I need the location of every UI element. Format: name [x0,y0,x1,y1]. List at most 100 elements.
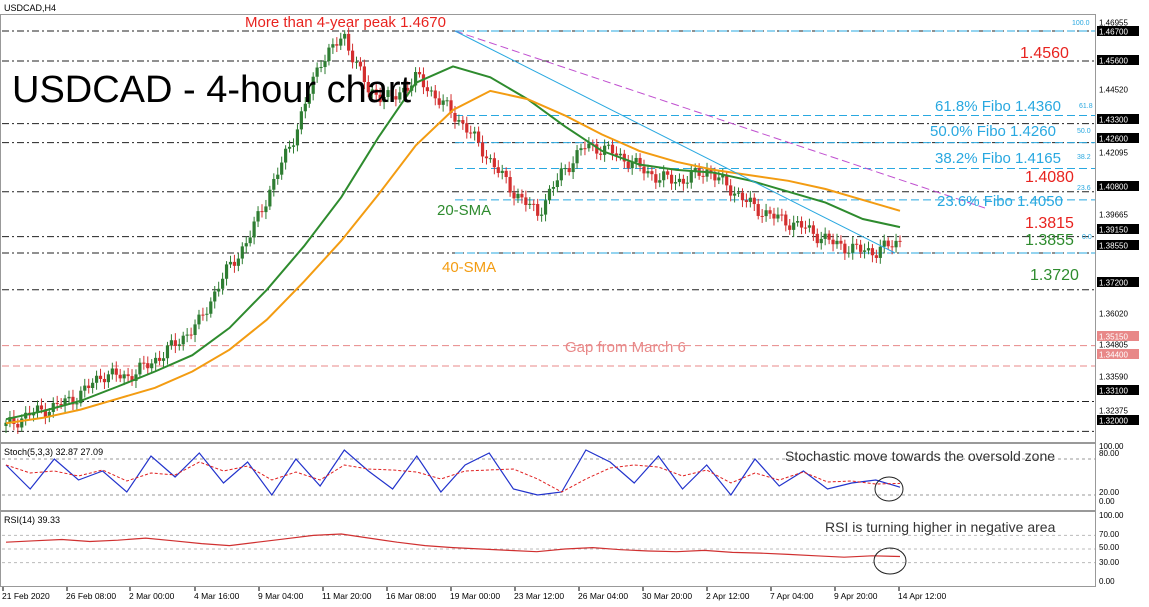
price-tick: 1.32000 [1099,417,1128,426]
candle-body [94,375,99,383]
time-tick: 21 Feb 2020 [2,591,50,601]
candle-body [43,409,47,418]
candle-body [839,240,843,244]
candle-body [520,193,524,198]
candle-body [827,233,831,240]
fibo-mark-618: 61.8 [1079,103,1093,110]
candle-body [35,405,40,413]
candle-body [189,334,193,336]
candle-body [752,197,756,205]
candle-body [638,157,642,167]
candle-body [165,345,170,359]
candle-body [603,145,607,155]
time-tick: 14 Apr 12:00 [898,591,946,601]
candle-body [543,200,548,215]
candle-body [154,357,158,364]
time-tick: 2 Mar 00:00 [129,591,175,601]
candle-body [748,197,752,202]
candle-body [354,61,359,63]
candle-body [815,233,819,244]
candle-body [146,363,150,369]
candle-body [606,144,611,146]
candle-body [98,375,103,379]
candle-body [685,182,689,184]
candle-body [417,72,422,75]
candle-body [394,96,398,100]
stochastic-panel [0,443,1096,511]
price-tag-gap [1097,331,1139,341]
candle-body [579,148,583,151]
candle-body [729,185,733,196]
candle-body [646,171,650,174]
fibo-mark-236: 23.6 [1077,185,1091,192]
candle-body [807,225,812,228]
resistance-14080-label: 1.4080 [1025,169,1074,186]
candle-body [8,417,12,423]
candle-body [567,168,571,173]
price-tick: 1.33590 [1099,373,1128,382]
price-tick: 1.39150 [1099,226,1128,235]
candle-body [382,96,386,103]
candle-body [792,222,796,230]
candle-body [803,227,808,229]
main-panel [0,14,1096,443]
candle-body [213,291,217,302]
candle-body [473,131,477,134]
candle-body [599,153,603,155]
candle-body [760,215,764,217]
candle-body [370,89,374,93]
candle-body [421,74,426,88]
candle-body [583,148,587,150]
candle-body [252,221,256,238]
candle-body [138,362,142,375]
candle-body [516,193,520,199]
candle-body [780,214,784,216]
candle-body [169,340,174,346]
candle-body [201,314,205,316]
candle-body [79,390,83,404]
candle-body [819,238,823,244]
fibo-500-label: 50.0% Fibo 1.4260 [930,123,1056,140]
candle-body [197,314,201,325]
candle-body [658,180,662,183]
price-tick: 1.33100 [1099,387,1128,396]
candle-body [185,334,189,336]
fibo-mark-0: 0.0 [1082,234,1092,241]
candle-body [150,363,154,369]
candle-body [736,192,741,194]
candle-body [268,189,272,207]
candle-body [87,385,91,388]
candle-body [536,204,540,216]
price-tick: 1.46700 [1099,28,1128,37]
candle-body [122,374,126,379]
candle-body [855,243,859,245]
candle-body [630,162,634,169]
candle-body [445,100,449,102]
candle-body [114,368,118,375]
candle-body [492,158,496,168]
candle-body [366,82,370,93]
price-tag [1097,133,1139,143]
candle-body [457,120,461,122]
price-tag [1097,277,1139,287]
candle-body [339,38,343,46]
resistance-13815-label: 1.3815 [1025,215,1074,232]
price-tick: 1.36020 [1099,310,1128,319]
candle-body [217,288,221,292]
candle-body [347,33,351,51]
candle-body [484,156,489,159]
candle-body [788,225,792,230]
candle-body [161,358,166,361]
candle-body [488,158,493,160]
price-tick: 1.34400 [1099,351,1128,360]
rsi-highlight-circle [873,547,907,575]
candle-body [441,100,445,105]
candle-body [634,157,638,163]
candle-body [772,213,776,219]
time-tick: 7 Apr 04:00 [770,591,814,601]
candle-body [315,67,319,77]
time-tick: 9 Mar 04:00 [258,591,304,601]
candle-body [240,246,244,259]
candle-body [890,246,894,248]
